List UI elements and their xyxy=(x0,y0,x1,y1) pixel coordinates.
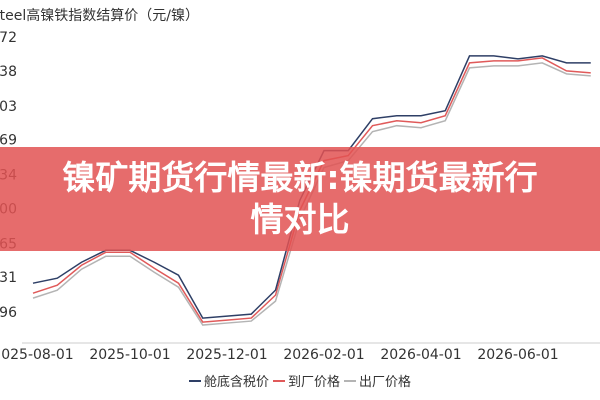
x-tick-label: 2025-08-01 xyxy=(0,347,74,363)
legend-item: 出厂价格 xyxy=(344,371,411,390)
y-tick-label: 938 xyxy=(0,64,17,80)
legend-label: 出厂价格 xyxy=(359,375,412,390)
legend-swatch xyxy=(188,379,201,382)
y-tick-label: 731 xyxy=(0,270,17,286)
legend-item: 到厂价格 xyxy=(272,371,340,390)
x-tick-label: 2026-06-01 xyxy=(477,347,558,363)
y-tick-label: 903 xyxy=(0,99,17,115)
legend: 舱底含税价 到厂价格 出厂价格 xyxy=(0,371,600,390)
legend-label: 舱底含税价 xyxy=(203,375,269,390)
legend-label: 到厂价格 xyxy=(287,375,340,390)
chart-title: Mysteel高镍铁指数结算价（元/镍） xyxy=(0,7,199,24)
banner: 镍矿期货行情最新:镍期货最新行情对比 xyxy=(0,147,600,251)
y-tick-label: 972 xyxy=(0,30,17,46)
x-tick-label: 2026-02-01 xyxy=(283,347,364,363)
y-tick-label: 696 xyxy=(0,305,17,321)
legend-item: 舱底含税价 xyxy=(188,371,269,390)
x-tick-label: 2025-10-01 xyxy=(89,347,170,363)
banner-text: 镍矿期货行情最新:镍期货最新行情对比 xyxy=(62,158,538,239)
x-tick-label: 2026-04-01 xyxy=(380,347,461,363)
y-tick-label: 869 xyxy=(0,133,17,149)
legend-swatch xyxy=(344,379,356,382)
legend-swatch xyxy=(272,379,285,382)
x-tick-label: 2025-12-01 xyxy=(186,347,267,363)
